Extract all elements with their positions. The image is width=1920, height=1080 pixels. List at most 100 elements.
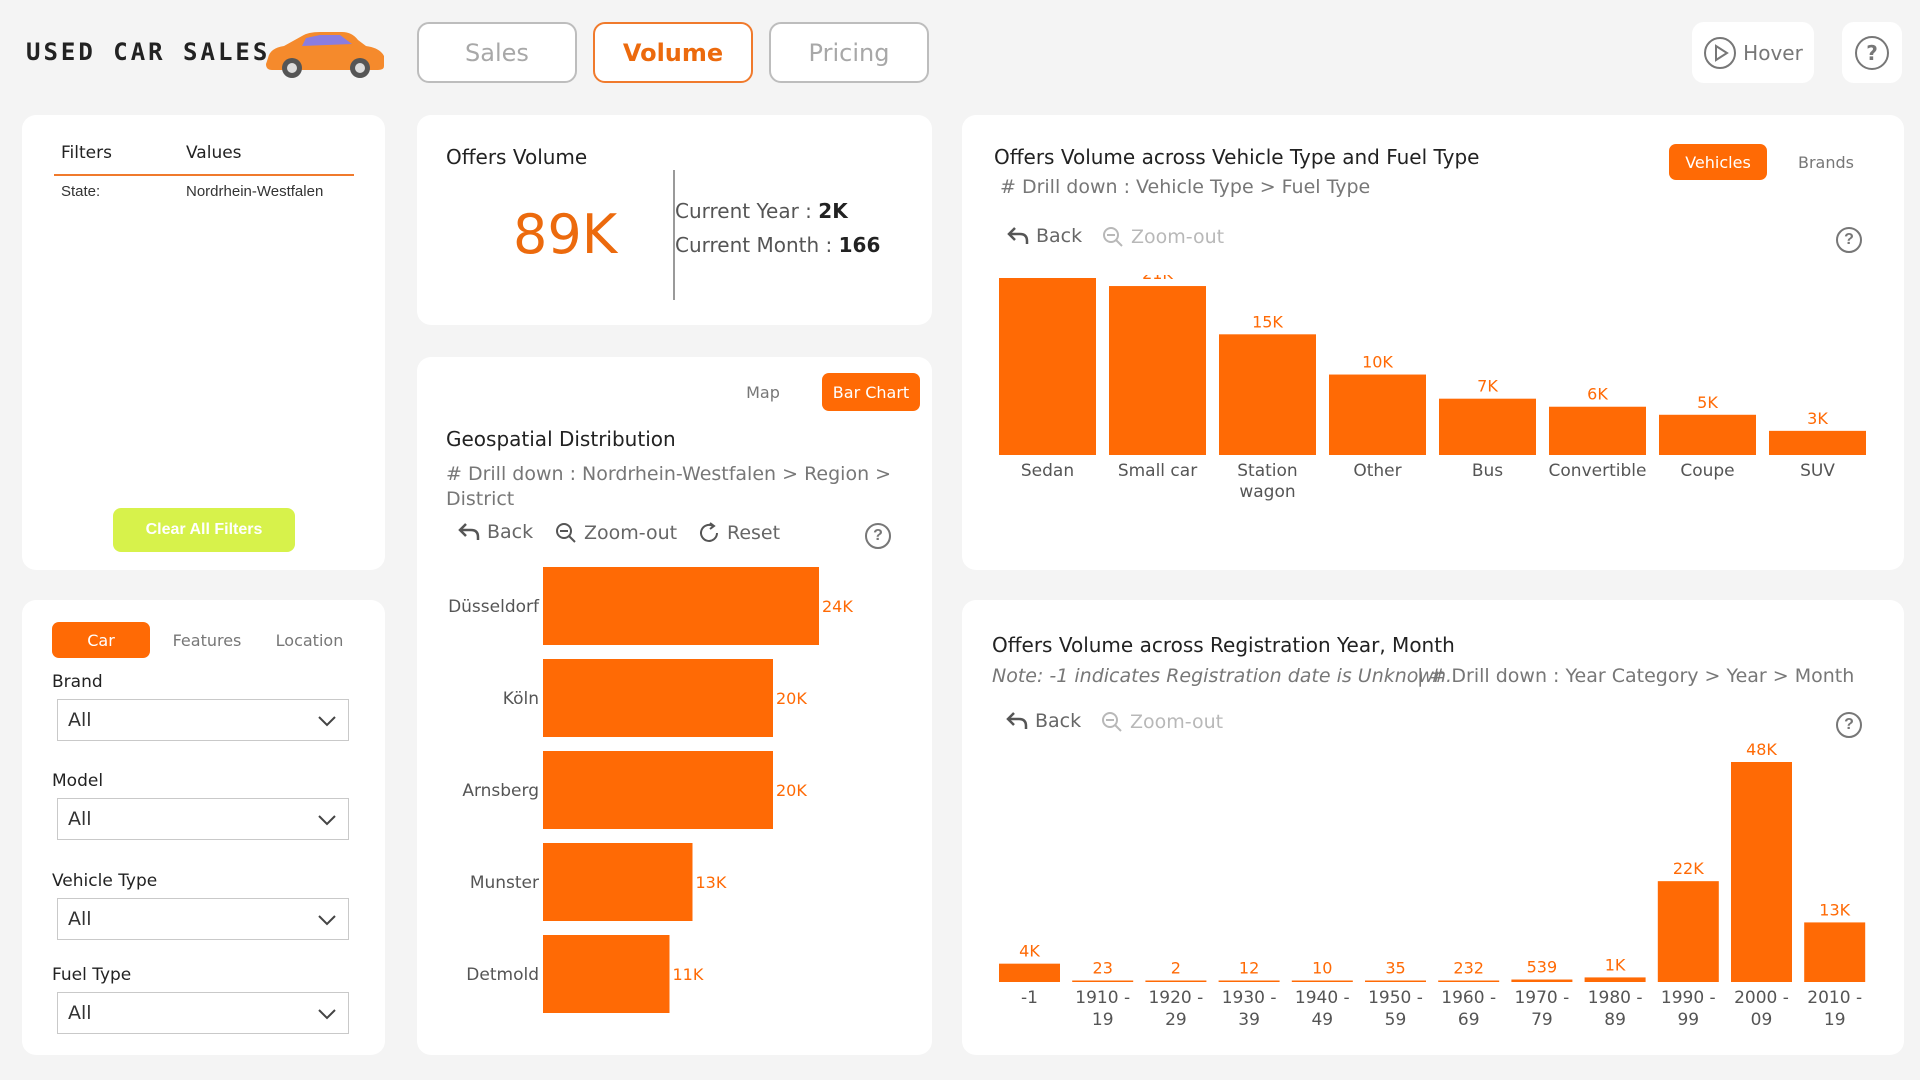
vehicle-back-label: Back bbox=[1036, 225, 1083, 247]
back-arrow-icon bbox=[1007, 227, 1029, 244]
vehicle-data-label: 3K bbox=[1807, 409, 1828, 428]
year-category-label: 1970 - bbox=[1514, 988, 1569, 1008]
geo-bar bbox=[543, 751, 773, 829]
fuel-type-dropdown[interactable]: All bbox=[57, 992, 349, 1034]
geo-help-icon[interactable]: ? bbox=[865, 523, 891, 549]
vehicle-type-dropdown[interactable]: All bbox=[57, 898, 349, 940]
vehicle-type-value: All bbox=[68, 908, 92, 930]
geo-back-button[interactable]: Back bbox=[457, 521, 533, 543]
vehicle-bar bbox=[1109, 286, 1206, 455]
vehicle-bar bbox=[1769, 430, 1866, 455]
model-label: Model bbox=[52, 771, 104, 791]
year-bar bbox=[1291, 980, 1353, 982]
fuel-type-value: All bbox=[68, 1002, 92, 1024]
current-year-row: Current Year : 2K bbox=[675, 199, 848, 223]
zoom-out-icon bbox=[1102, 712, 1122, 732]
vehicle-category-label: Small car bbox=[1118, 461, 1197, 481]
year-bar bbox=[1438, 980, 1500, 982]
geo-bar bbox=[543, 935, 670, 1013]
toggle-brands[interactable]: Brands bbox=[1798, 152, 1854, 172]
geo-bar-chart: Düsseldorf 24K Köln 20K Arnsberg 20K Munster 13… bbox=[448, 567, 853, 1013]
year-category-label: 1930 - bbox=[1222, 988, 1277, 1008]
tab-pricing[interactable]: Pricing bbox=[769, 22, 929, 83]
vehicle-category-label: SUV bbox=[1800, 461, 1835, 481]
geo-data-label: 11K bbox=[673, 965, 704, 984]
slicer-tab-car[interactable]: Car bbox=[52, 622, 150, 658]
year-zoom-out-button[interactable]: Zoom-out bbox=[1100, 710, 1223, 734]
chevron-down-icon bbox=[318, 915, 336, 926]
vehicle-help-icon[interactable]: ? bbox=[1836, 227, 1862, 253]
tab-sales[interactable]: Sales bbox=[417, 22, 577, 83]
vehicle-title: Offers Volume across Vehicle Type and Fu… bbox=[994, 145, 1480, 169]
help-icon: ? bbox=[1855, 35, 1889, 70]
slicer-tab-location[interactable]: Location bbox=[275, 630, 344, 650]
year-data-label: 4K bbox=[1019, 942, 1040, 961]
toggle-vehicles[interactable]: Vehicles bbox=[1669, 144, 1767, 180]
geo-category-label: Köln bbox=[503, 689, 539, 709]
geo-data-label: 20K bbox=[776, 781, 807, 800]
geo-zoom-out-label: Zoom-out bbox=[584, 522, 678, 544]
kpi-divider bbox=[673, 170, 675, 300]
year-category-label: 99 bbox=[1677, 1010, 1699, 1030]
year-bar bbox=[1804, 922, 1866, 982]
vehicle-bar-chart: 22KSedan21KSmall car15KStationwagon10KOt… bbox=[999, 275, 1866, 502]
year-data-label: 232 bbox=[1453, 959, 1484, 978]
brand-dropdown[interactable]: All bbox=[57, 699, 349, 741]
help-button[interactable]: ? bbox=[1842, 22, 1902, 83]
toggle-map[interactable]: Map bbox=[746, 382, 780, 402]
slicer-tab-features[interactable]: Features bbox=[172, 630, 242, 650]
geo-bar bbox=[543, 567, 819, 645]
geo-category-label: Düsseldorf bbox=[448, 597, 540, 617]
year-bar bbox=[1657, 881, 1719, 982]
vehicle-zoom-out-button[interactable]: Zoom-out bbox=[1101, 225, 1224, 249]
year-bar bbox=[1731, 762, 1792, 982]
year-help-icon[interactable]: ? bbox=[1836, 712, 1862, 738]
year-bar bbox=[1365, 980, 1426, 982]
geo-reset-label: Reset bbox=[727, 522, 781, 544]
zoom-out-icon bbox=[556, 523, 576, 543]
year-back-button[interactable]: Back bbox=[1005, 710, 1081, 732]
vehicle-data-label: 5K bbox=[1697, 393, 1718, 412]
current-year-label: Current Year : bbox=[675, 199, 812, 223]
year-category-label: 2010 - bbox=[1807, 988, 1862, 1008]
year-data-label: 23 bbox=[1093, 959, 1113, 978]
year-bar bbox=[1145, 980, 1207, 982]
vehicle-category-label: Coupe bbox=[1680, 461, 1734, 481]
year-bar bbox=[1072, 980, 1134, 982]
year-bar bbox=[999, 963, 1060, 982]
filter-value: Nordrhein-Westfalen bbox=[186, 183, 324, 200]
vehicle-back-button[interactable]: Back bbox=[1006, 225, 1082, 247]
car-icon bbox=[266, 32, 384, 78]
vehicle-category-label: Sedan bbox=[1021, 461, 1074, 481]
brand-label: Brand bbox=[52, 672, 103, 692]
chevron-down-icon bbox=[318, 716, 336, 727]
geo-reset-button[interactable]: Reset bbox=[697, 521, 780, 545]
tab-volume[interactable]: Volume bbox=[593, 22, 753, 83]
vehicle-category-label: Station bbox=[1237, 461, 1297, 481]
geo-bar bbox=[543, 843, 693, 921]
geo-zoom-out-button[interactable]: Zoom-out bbox=[554, 521, 677, 545]
hover-label: Hover bbox=[1743, 40, 1803, 65]
toggle-bar-chart[interactable]: Bar Chart bbox=[822, 373, 920, 411]
chevron-down-icon bbox=[318, 815, 336, 826]
year-bar bbox=[1511, 979, 1573, 982]
vehicle-category-label: wagon bbox=[1239, 482, 1295, 502]
year-drill: | # Drill down : Year Category > Year > … bbox=[1417, 665, 1855, 687]
year-data-label: 22K bbox=[1673, 859, 1704, 878]
model-dropdown[interactable]: All bbox=[57, 798, 349, 840]
vehicle-bar bbox=[1439, 398, 1536, 455]
back-arrow-icon bbox=[1006, 712, 1028, 729]
vehicle-zoom-out-label: Zoom-out bbox=[1131, 226, 1225, 248]
year-category-label: 09 bbox=[1751, 1010, 1773, 1030]
geo-title: Geospatial Distribution bbox=[446, 427, 676, 451]
geo-drill-line2: District bbox=[446, 488, 515, 510]
year-category-label: 19 bbox=[1092, 1010, 1114, 1030]
clear-all-filters-button[interactable]: Clear All Filters bbox=[113, 508, 295, 552]
header-divider bbox=[54, 174, 354, 176]
brand-value: All bbox=[68, 709, 92, 731]
hover-button[interactable]: Hover bbox=[1692, 22, 1814, 83]
year-data-label: 539 bbox=[1527, 958, 1558, 977]
kpi-card: Offers Volume 89K Current Year : 2K Curr… bbox=[417, 115, 932, 325]
year-category-label: 29 bbox=[1165, 1010, 1187, 1030]
play-icon bbox=[1704, 36, 1737, 69]
